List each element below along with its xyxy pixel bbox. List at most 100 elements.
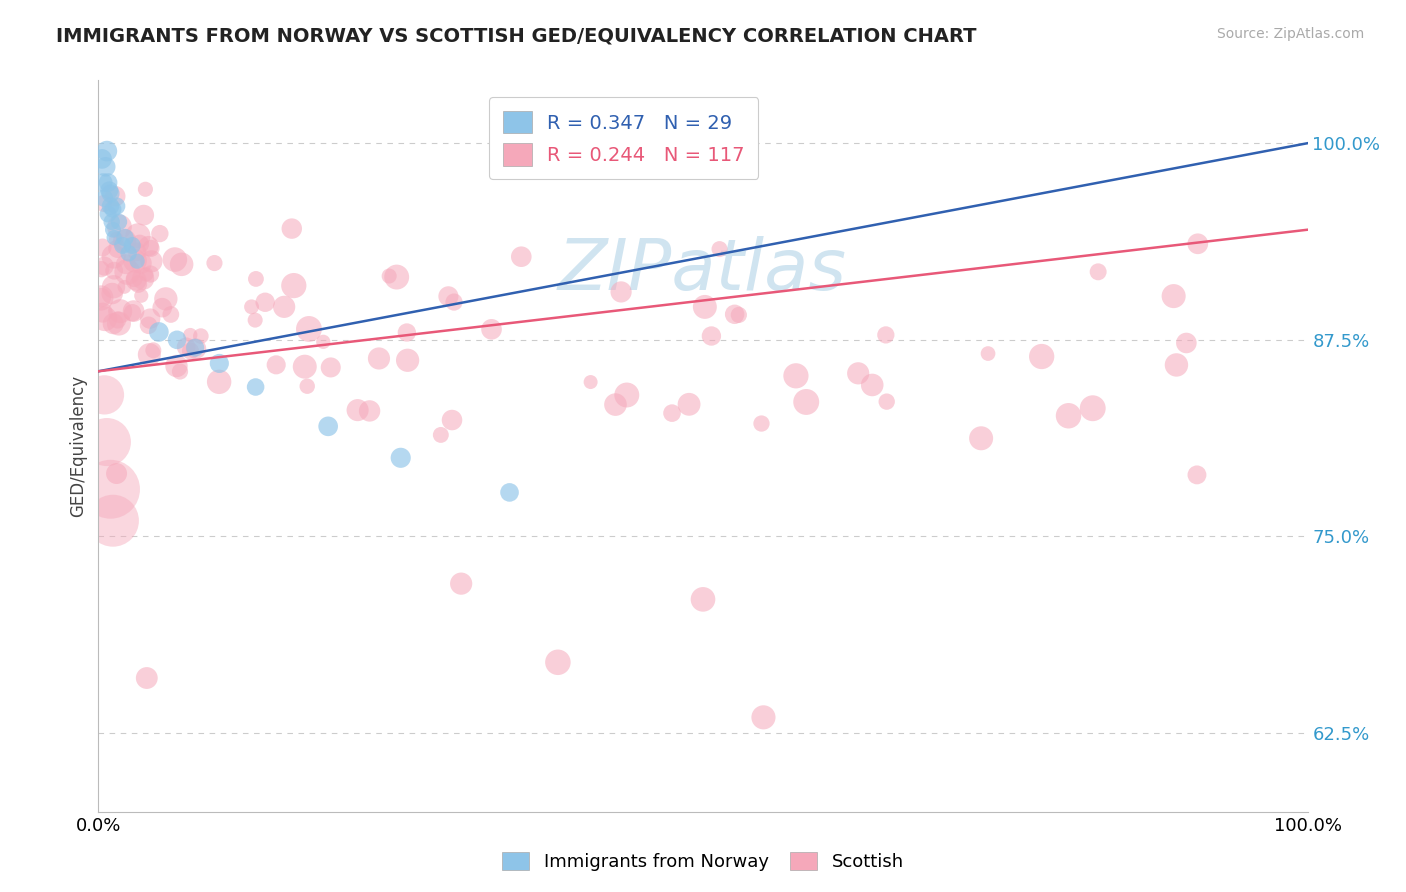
Point <box>101 223 124 237</box>
Point <box>678 397 700 411</box>
Point <box>103 250 125 264</box>
Point <box>155 292 177 306</box>
Point <box>876 394 898 409</box>
Point <box>1081 401 1104 416</box>
Point <box>159 308 181 322</box>
Point <box>129 256 152 270</box>
Legend: Immigrants from Norway, Scottish: Immigrants from Norway, Scottish <box>495 845 911 879</box>
Point <box>240 300 263 314</box>
Point <box>134 182 156 196</box>
Point <box>104 189 127 203</box>
Point <box>127 228 149 243</box>
Point <box>100 199 122 213</box>
Point <box>93 259 115 273</box>
Point <box>970 431 993 445</box>
Point <box>112 280 135 294</box>
Point <box>114 230 136 244</box>
Point <box>254 295 277 310</box>
Point <box>179 328 201 343</box>
Point <box>785 368 807 383</box>
Point <box>170 257 193 271</box>
Point <box>709 242 731 256</box>
Point <box>103 279 125 293</box>
Point <box>91 152 114 166</box>
Point <box>117 265 139 279</box>
Point <box>243 313 266 327</box>
Point <box>141 254 163 268</box>
Point <box>184 341 207 355</box>
Point <box>121 238 143 252</box>
Point <box>107 313 129 327</box>
Point <box>93 196 115 211</box>
Point <box>96 144 118 158</box>
Point <box>101 202 124 217</box>
Point <box>90 291 112 305</box>
Point <box>94 160 117 174</box>
Point <box>693 300 716 314</box>
Legend: R = 0.347   N = 29, R = 0.244   N = 117: R = 0.347 N = 29, R = 0.244 N = 117 <box>489 97 758 179</box>
Point <box>389 450 412 465</box>
Point <box>142 343 165 358</box>
Point <box>179 343 201 358</box>
Point <box>121 306 143 320</box>
Point <box>1185 467 1208 482</box>
Point <box>100 215 122 229</box>
Point <box>105 199 128 213</box>
Point <box>724 307 747 321</box>
Text: Source: ZipAtlas.com: Source: ZipAtlas.com <box>1216 27 1364 41</box>
Point <box>105 467 128 481</box>
Point <box>138 318 160 333</box>
Point <box>100 482 122 496</box>
Point <box>94 311 117 326</box>
Point <box>208 356 231 370</box>
Point <box>163 252 186 267</box>
Point <box>430 428 453 442</box>
Point <box>122 304 145 318</box>
Point <box>118 246 141 260</box>
Point <box>860 378 883 392</box>
Point <box>316 419 339 434</box>
Point <box>174 340 197 354</box>
Point <box>794 395 817 409</box>
Point <box>166 359 188 373</box>
Point <box>294 359 316 374</box>
Point <box>1057 409 1080 423</box>
Point <box>1187 236 1209 251</box>
Point <box>166 333 188 347</box>
Point <box>97 207 120 221</box>
Point <box>751 417 773 431</box>
Point <box>96 435 118 450</box>
Point <box>122 271 145 285</box>
Point <box>700 329 723 343</box>
Point <box>138 348 160 362</box>
Point <box>108 317 131 331</box>
Point <box>1166 358 1188 372</box>
Point <box>208 375 231 389</box>
Point <box>1031 350 1053 364</box>
Point <box>114 234 136 248</box>
Point <box>100 186 122 201</box>
Point <box>103 263 125 277</box>
Point <box>579 375 602 389</box>
Point <box>752 710 775 724</box>
Y-axis label: GED/Equivalency: GED/Equivalency <box>69 375 87 517</box>
Point <box>132 208 155 222</box>
Point <box>91 176 114 190</box>
Point <box>138 239 160 253</box>
Point <box>437 289 460 303</box>
Point <box>977 346 1000 360</box>
Point <box>139 241 162 255</box>
Point <box>605 398 627 412</box>
Point <box>169 364 191 378</box>
Point <box>297 379 319 393</box>
Point <box>547 655 569 669</box>
Text: ZIPatlas: ZIPatlas <box>558 236 846 305</box>
Point <box>125 244 148 259</box>
Point <box>204 256 226 270</box>
Point <box>273 300 295 314</box>
Point <box>139 311 162 326</box>
Point <box>184 342 207 356</box>
Point <box>93 191 115 205</box>
Point <box>114 257 136 271</box>
Point <box>135 671 157 685</box>
